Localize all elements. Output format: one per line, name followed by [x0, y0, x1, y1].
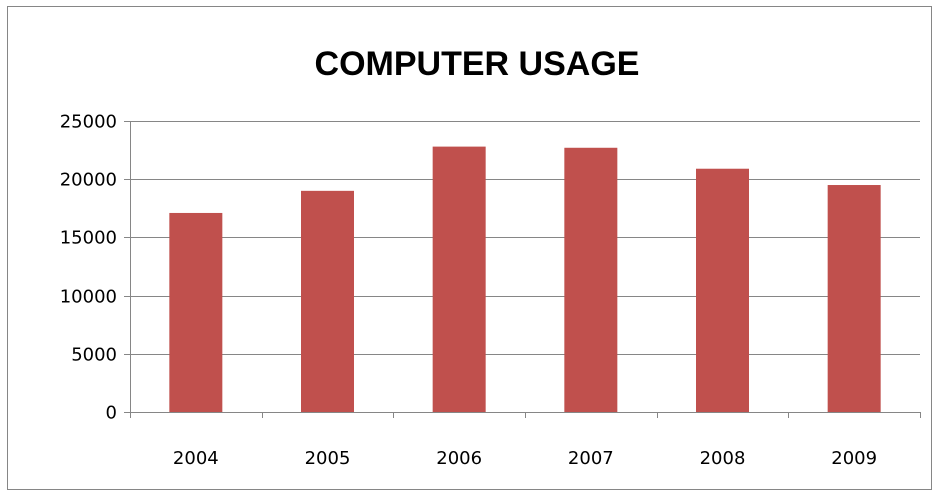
x-axis-ticks: 2004 2005 2006 2007 2008 2009: [173, 448, 877, 469]
x-tick-label: 2009: [831, 448, 877, 469]
chart-title: COMPUTER USAGE: [315, 45, 640, 83]
x-tick-label: 2008: [700, 448, 746, 469]
y-axis-ticks: 0 5000 10000 15000 20000 25000: [60, 112, 117, 424]
bars: [169, 146, 881, 412]
y-tick-label: 15000: [60, 228, 117, 249]
bar-2005: [301, 190, 354, 412]
bar-2009: [827, 185, 881, 412]
y-tick-label: 25000: [60, 112, 117, 133]
bar-2007: [564, 147, 618, 412]
y-tick-label: 5000: [71, 345, 117, 366]
y-tick-label: 20000: [60, 170, 117, 191]
y-tick-label: 0: [106, 403, 117, 424]
x-tick-label: 2004: [173, 448, 219, 469]
gridlines: [124, 121, 921, 418]
y-tick-label: 10000: [60, 287, 117, 308]
x-tick-label: 2005: [305, 448, 351, 469]
x-tick-label: 2006: [436, 448, 482, 469]
bar-2008: [696, 168, 749, 412]
bar-2004: [169, 212, 223, 412]
x-tick-label: 2007: [568, 448, 614, 469]
bar-2006: [432, 146, 486, 412]
